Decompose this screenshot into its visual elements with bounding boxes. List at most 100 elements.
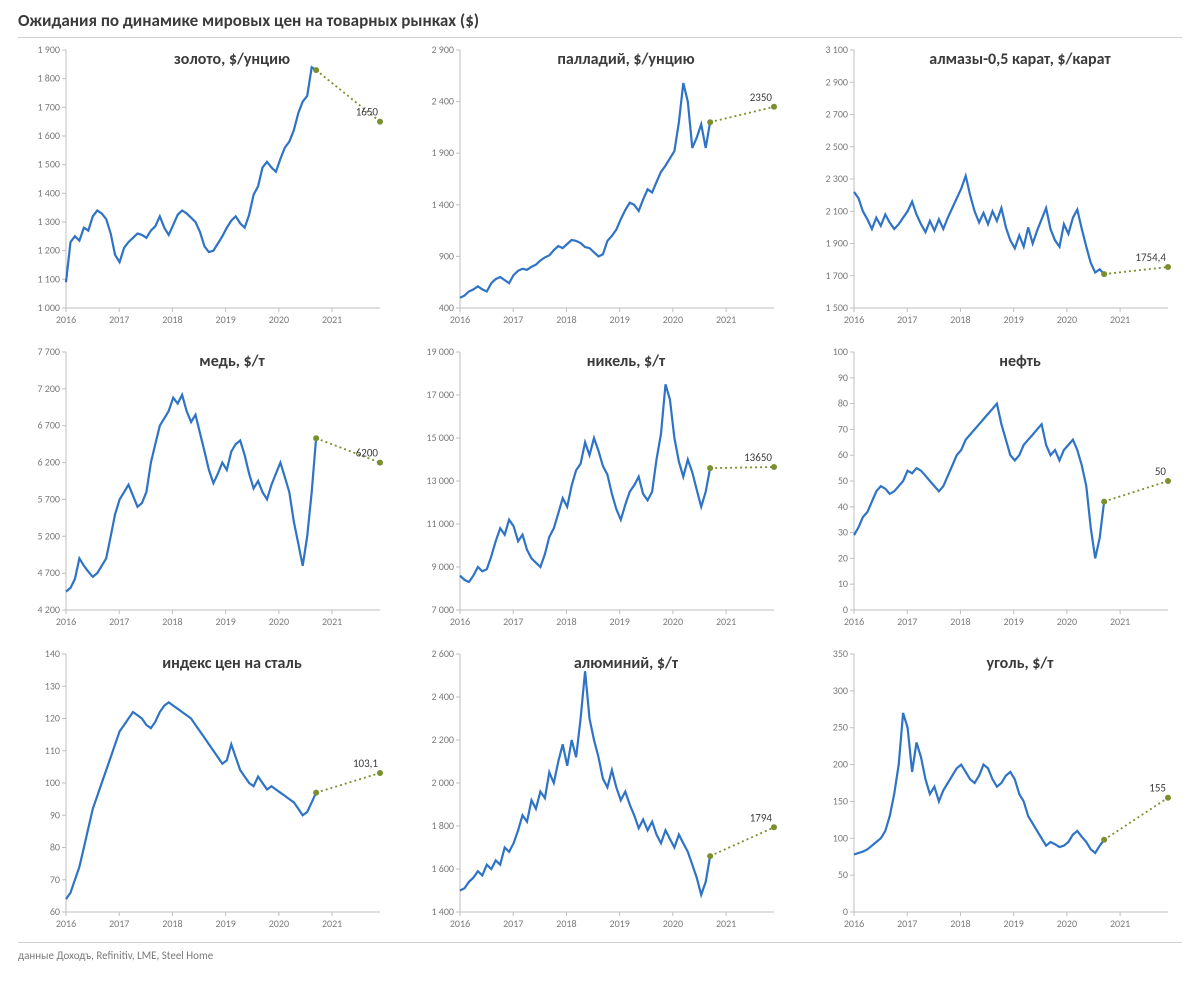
series-line bbox=[66, 395, 316, 592]
y-tick-label: 900 bbox=[439, 249, 454, 262]
y-tick-label: 9 000 bbox=[431, 560, 454, 573]
y-tick-label: 1 400 bbox=[431, 198, 454, 211]
forecast-dot bbox=[707, 119, 713, 125]
chart-panel: никель, $/т7 0009 00011 00013 00015 0001… bbox=[412, 344, 788, 640]
forecast-label: 103,1 bbox=[353, 757, 378, 770]
chart-svg: 7 0009 00011 00013 00015 00017 00019 000… bbox=[412, 344, 784, 636]
forecast-dot bbox=[313, 790, 319, 796]
y-tick-label: 1 900 bbox=[431, 146, 454, 159]
y-tick-label: 100 bbox=[833, 345, 848, 358]
y-tick-label: 10 bbox=[838, 577, 848, 590]
chart-panel: уголь, $/т050100150200250300350201620172… bbox=[806, 646, 1182, 942]
series-line bbox=[854, 713, 1104, 855]
y-tick-label: 110 bbox=[45, 744, 60, 757]
y-tick-label: 11 000 bbox=[426, 517, 454, 530]
series-line bbox=[460, 384, 710, 582]
x-tick-label: 2017 bbox=[503, 917, 523, 930]
x-tick-label: 2020 bbox=[663, 615, 683, 628]
x-tick-label: 2016 bbox=[844, 313, 864, 326]
chart-panel: алюминий, $/т1 4001 6001 8002 0002 2002 … bbox=[412, 646, 788, 942]
y-tick-label: 19 000 bbox=[426, 345, 454, 358]
x-tick-label: 2017 bbox=[897, 917, 917, 930]
y-tick-label: 2 400 bbox=[431, 95, 454, 108]
y-tick-label: 2 700 bbox=[825, 108, 848, 121]
x-tick-label: 2021 bbox=[322, 615, 342, 628]
forecast-dot bbox=[377, 770, 383, 776]
x-tick-label: 2018 bbox=[556, 917, 576, 930]
x-tick-label: 2020 bbox=[269, 313, 289, 326]
x-tick-label: 2017 bbox=[897, 615, 917, 628]
forecast-dot bbox=[707, 465, 713, 471]
y-tick-label: 2 900 bbox=[431, 43, 454, 56]
y-tick-label: 1 800 bbox=[37, 72, 60, 85]
chart-svg: 4009001 4001 9002 4002 90020162017201820… bbox=[412, 42, 784, 334]
y-tick-label: 1 700 bbox=[37, 100, 60, 113]
forecast-dot bbox=[1101, 837, 1107, 843]
y-tick-label: 100 bbox=[833, 831, 848, 844]
page-title: Ожидания по динамике мировых цен на това… bbox=[18, 10, 1182, 31]
x-tick-label: 2018 bbox=[162, 313, 182, 326]
chart-svg: 1 5001 7001 9002 1002 3002 5002 7002 900… bbox=[806, 42, 1178, 334]
forecast-dot bbox=[1101, 499, 1107, 505]
y-tick-label: 1 500 bbox=[37, 158, 60, 171]
forecast-line bbox=[710, 467, 774, 468]
y-tick-label: 3 100 bbox=[825, 43, 848, 56]
x-tick-label: 2016 bbox=[450, 917, 470, 930]
x-tick-label: 2021 bbox=[1110, 615, 1130, 628]
y-tick-label: 1 600 bbox=[431, 862, 454, 875]
y-tick-label: 120 bbox=[45, 712, 60, 725]
x-tick-label: 2016 bbox=[844, 615, 864, 628]
y-tick-label: 13 000 bbox=[426, 474, 454, 487]
forecast-dot bbox=[313, 67, 319, 73]
chart-panel: алмазы-0,5 карат, $/карат1 5001 7001 900… bbox=[806, 42, 1182, 338]
forecast-label: 13650 bbox=[744, 451, 772, 464]
y-tick-label: 2 100 bbox=[825, 204, 848, 217]
x-tick-label: 2020 bbox=[1057, 615, 1077, 628]
chart-svg: 4 2004 7005 2005 7006 2006 7007 2007 700… bbox=[18, 344, 390, 636]
x-tick-label: 2018 bbox=[162, 917, 182, 930]
x-tick-label: 2019 bbox=[216, 615, 236, 628]
chart-svg: 0102030405060708090100201620172018201920… bbox=[806, 344, 1178, 636]
series-line bbox=[460, 83, 710, 298]
chart-svg: 1 4001 6001 8002 0002 2002 4002 60020162… bbox=[412, 646, 784, 938]
x-tick-label: 2016 bbox=[450, 313, 470, 326]
y-tick-label: 5 200 bbox=[37, 529, 60, 542]
footer-divider bbox=[18, 942, 1182, 943]
y-tick-label: 90 bbox=[50, 808, 60, 821]
forecast-label: 1794 bbox=[750, 811, 773, 824]
x-tick-label: 2020 bbox=[269, 917, 289, 930]
x-tick-label: 2017 bbox=[109, 917, 129, 930]
chart-panel: медь, $/т4 2004 7005 2005 7006 2006 7007… bbox=[18, 344, 394, 640]
x-tick-label: 2016 bbox=[56, 615, 76, 628]
y-tick-label: 2 600 bbox=[431, 647, 454, 660]
forecast-label: 2350 bbox=[750, 91, 773, 104]
y-tick-label: 2 300 bbox=[825, 172, 848, 185]
x-tick-label: 2019 bbox=[1004, 917, 1024, 930]
y-tick-label: 1 600 bbox=[37, 129, 60, 142]
x-tick-label: 2017 bbox=[503, 313, 523, 326]
chart-panel: индекс цен на сталь607080901001101201301… bbox=[18, 646, 394, 942]
chart-panel: золото, $/унцию1 0001 1001 2001 3001 400… bbox=[18, 42, 394, 338]
y-tick-label: 4 700 bbox=[37, 566, 60, 579]
x-tick-label: 2016 bbox=[56, 313, 76, 326]
y-tick-label: 60 bbox=[838, 448, 848, 461]
footer-source: данные Доходъ, Refinitiv, LME, Steel Hom… bbox=[18, 949, 1182, 962]
y-tick-label: 70 bbox=[50, 873, 60, 886]
x-tick-label: 2020 bbox=[663, 313, 683, 326]
x-tick-label: 2019 bbox=[216, 313, 236, 326]
y-tick-label: 30 bbox=[838, 526, 848, 539]
series-line bbox=[66, 67, 316, 282]
forecast-line bbox=[710, 827, 774, 856]
forecast-dot bbox=[707, 853, 713, 859]
y-tick-label: 200 bbox=[833, 758, 848, 771]
chart-svg: 0501001502002503003502016201720182019202… bbox=[806, 646, 1178, 938]
chart-svg: 1 0001 1001 2001 3001 4001 5001 6001 700… bbox=[18, 42, 390, 334]
title-divider bbox=[18, 37, 1182, 38]
chart-panel: нефть01020304050607080901002016201720182… bbox=[806, 344, 1182, 640]
y-tick-label: 1 900 bbox=[825, 237, 848, 250]
y-tick-label: 1 800 bbox=[431, 819, 454, 832]
x-tick-label: 2019 bbox=[1004, 313, 1024, 326]
forecast-dot bbox=[1165, 264, 1171, 270]
forecast-dot bbox=[1101, 271, 1107, 277]
forecast-dot bbox=[771, 464, 777, 470]
